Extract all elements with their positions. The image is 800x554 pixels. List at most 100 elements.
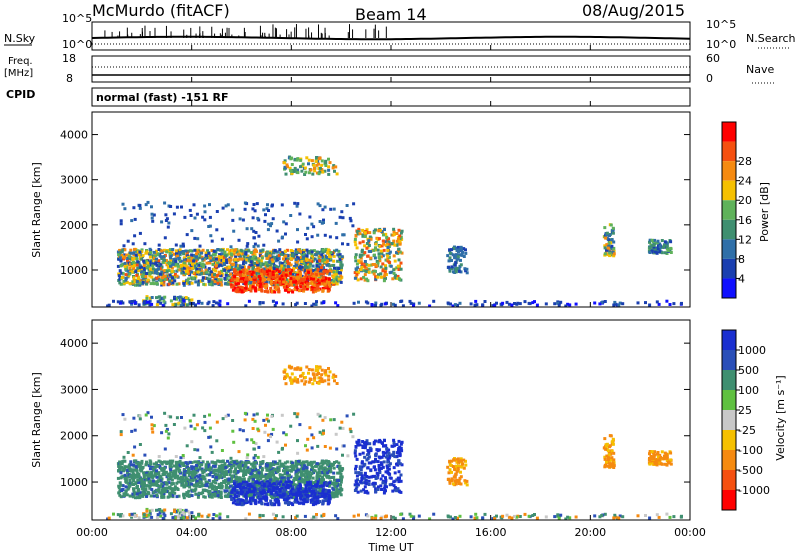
power-colorbar-label: Power [dB] <box>758 182 771 242</box>
power-echo-3020 <box>399 300 403 303</box>
power-echo-1211 <box>130 264 134 268</box>
power-echo-2970 <box>636 301 640 305</box>
power-echo-2040 <box>234 272 238 276</box>
velocity-echo-1333 <box>129 460 133 464</box>
power-echo-1104 <box>200 255 204 259</box>
power-echo-2273 <box>372 231 376 235</box>
power-echo-1490 <box>266 264 270 268</box>
power-echo-2862 <box>664 251 667 255</box>
velocity-echo-26 <box>134 496 137 500</box>
power-echo-1489 <box>212 249 216 253</box>
power-echo-996 <box>294 252 298 256</box>
velocity-echo-1214 <box>179 476 183 480</box>
velocity-echo-1295 <box>184 461 188 465</box>
power-echo-3023 <box>121 301 125 305</box>
velocity-echo-874 <box>186 482 190 486</box>
freq-unit-label: [MHz] <box>4 68 33 79</box>
power-echo-720 <box>123 281 126 285</box>
power-echo-2619 <box>333 169 336 173</box>
power-echo-1939 <box>285 285 289 289</box>
power-echo-1572 <box>291 253 295 257</box>
power-echo-1625 <box>256 267 260 271</box>
velocity-echo-768 <box>148 464 152 468</box>
velocity-echo-1259 <box>338 467 342 471</box>
power-echo-2083 <box>274 288 278 292</box>
power-echo-2002 <box>239 277 243 281</box>
power-echo-1139 <box>247 265 251 269</box>
power-echo-2876 <box>658 245 662 248</box>
velocity-echo-730 <box>188 460 192 464</box>
power-echo-2491 <box>262 243 266 247</box>
velocity-echo-1611 <box>249 462 253 466</box>
velocity-echo-510 <box>142 487 146 491</box>
velocity-echo-1477 <box>303 464 307 468</box>
power-echo-1352 <box>157 248 161 251</box>
velocity-echo-816 <box>317 462 321 466</box>
velocity-echo-1027 <box>206 480 210 484</box>
velocity-echo-1748 <box>279 495 283 499</box>
power-echo-2693 <box>457 267 461 271</box>
velocity-echo-1332 <box>268 463 272 467</box>
power-echo-2342 <box>392 271 396 275</box>
power-echo-1660 <box>188 266 192 270</box>
power-echo-404 <box>172 259 176 263</box>
velocity-echo-576 <box>265 468 269 472</box>
power-echo-2565 <box>245 244 249 248</box>
velocity-echo-1142 <box>147 477 151 481</box>
power-echo-804 <box>160 283 164 287</box>
velocity-echo-1637 <box>323 470 327 473</box>
power-echo-2399 <box>357 259 361 263</box>
power-echo-1588 <box>191 262 194 266</box>
power-echo-1451 <box>244 261 248 265</box>
power-echo-2082 <box>304 280 308 284</box>
power-echo-2364 <box>355 246 359 250</box>
velocity-echo-325 <box>118 460 122 464</box>
velocity-echo-1350 <box>237 479 241 483</box>
power-echo-2175 <box>363 273 367 277</box>
power-echo-716 <box>285 248 289 252</box>
power-echo-2973 <box>320 301 324 305</box>
velocity-echo-1750 <box>285 499 289 503</box>
power-echo-2121 <box>246 272 250 275</box>
power-echo-1753 <box>237 281 241 285</box>
power-echo-2413 <box>189 214 193 217</box>
power-echo-2430 <box>238 217 242 221</box>
velocity-echo-1033 <box>124 491 128 494</box>
noise-panel: 10^5 10^0 10^5 10^0 N.Sky N.Search <box>4 12 796 51</box>
power-echo-2999 <box>432 299 436 303</box>
power-echo-2068 <box>265 270 269 274</box>
power-echo-2532 <box>188 208 192 212</box>
power-echo-1943 <box>249 278 253 281</box>
power-echo-1345 <box>175 251 178 255</box>
power-echo-2252 <box>398 250 402 254</box>
power-echo-775 <box>163 248 166 252</box>
beam-title: Beam 14 <box>355 5 427 24</box>
freq-tick-high: 18 <box>62 52 76 65</box>
power-echo-1988 <box>257 288 261 292</box>
power-echo-2008 <box>249 284 252 288</box>
power-echo-2953 <box>568 303 572 307</box>
velocity-echo-1534 <box>229 470 233 474</box>
power-echo-2117 <box>244 280 248 284</box>
power-echo-619 <box>223 250 227 254</box>
power-echo-2641 <box>292 170 296 173</box>
velocity-echo-1448 <box>195 474 199 478</box>
velocity-echo-1180 <box>269 467 273 471</box>
power-echo-2362 <box>377 252 381 256</box>
power-echo-2439 <box>348 216 352 220</box>
velocity-echo-1165 <box>293 495 297 499</box>
velocity-echo-915 <box>219 486 223 490</box>
power-echo-2754 <box>606 253 610 257</box>
velocity-echo-1302 <box>135 475 139 479</box>
power-echo-2498 <box>252 245 256 249</box>
velocity-echo-714 <box>145 495 149 498</box>
power-echo-1666 <box>153 271 157 275</box>
velocity-echo-376 <box>148 486 152 490</box>
velocity-echo-1323 <box>292 468 296 472</box>
power-echo-1864 <box>296 273 300 277</box>
velocity-echo-795 <box>159 475 163 479</box>
power-echo-1521 <box>135 273 139 277</box>
power-echo-1101 <box>152 278 156 282</box>
velocity-echo-990 <box>240 463 244 467</box>
power-echo-2652 <box>311 172 315 176</box>
